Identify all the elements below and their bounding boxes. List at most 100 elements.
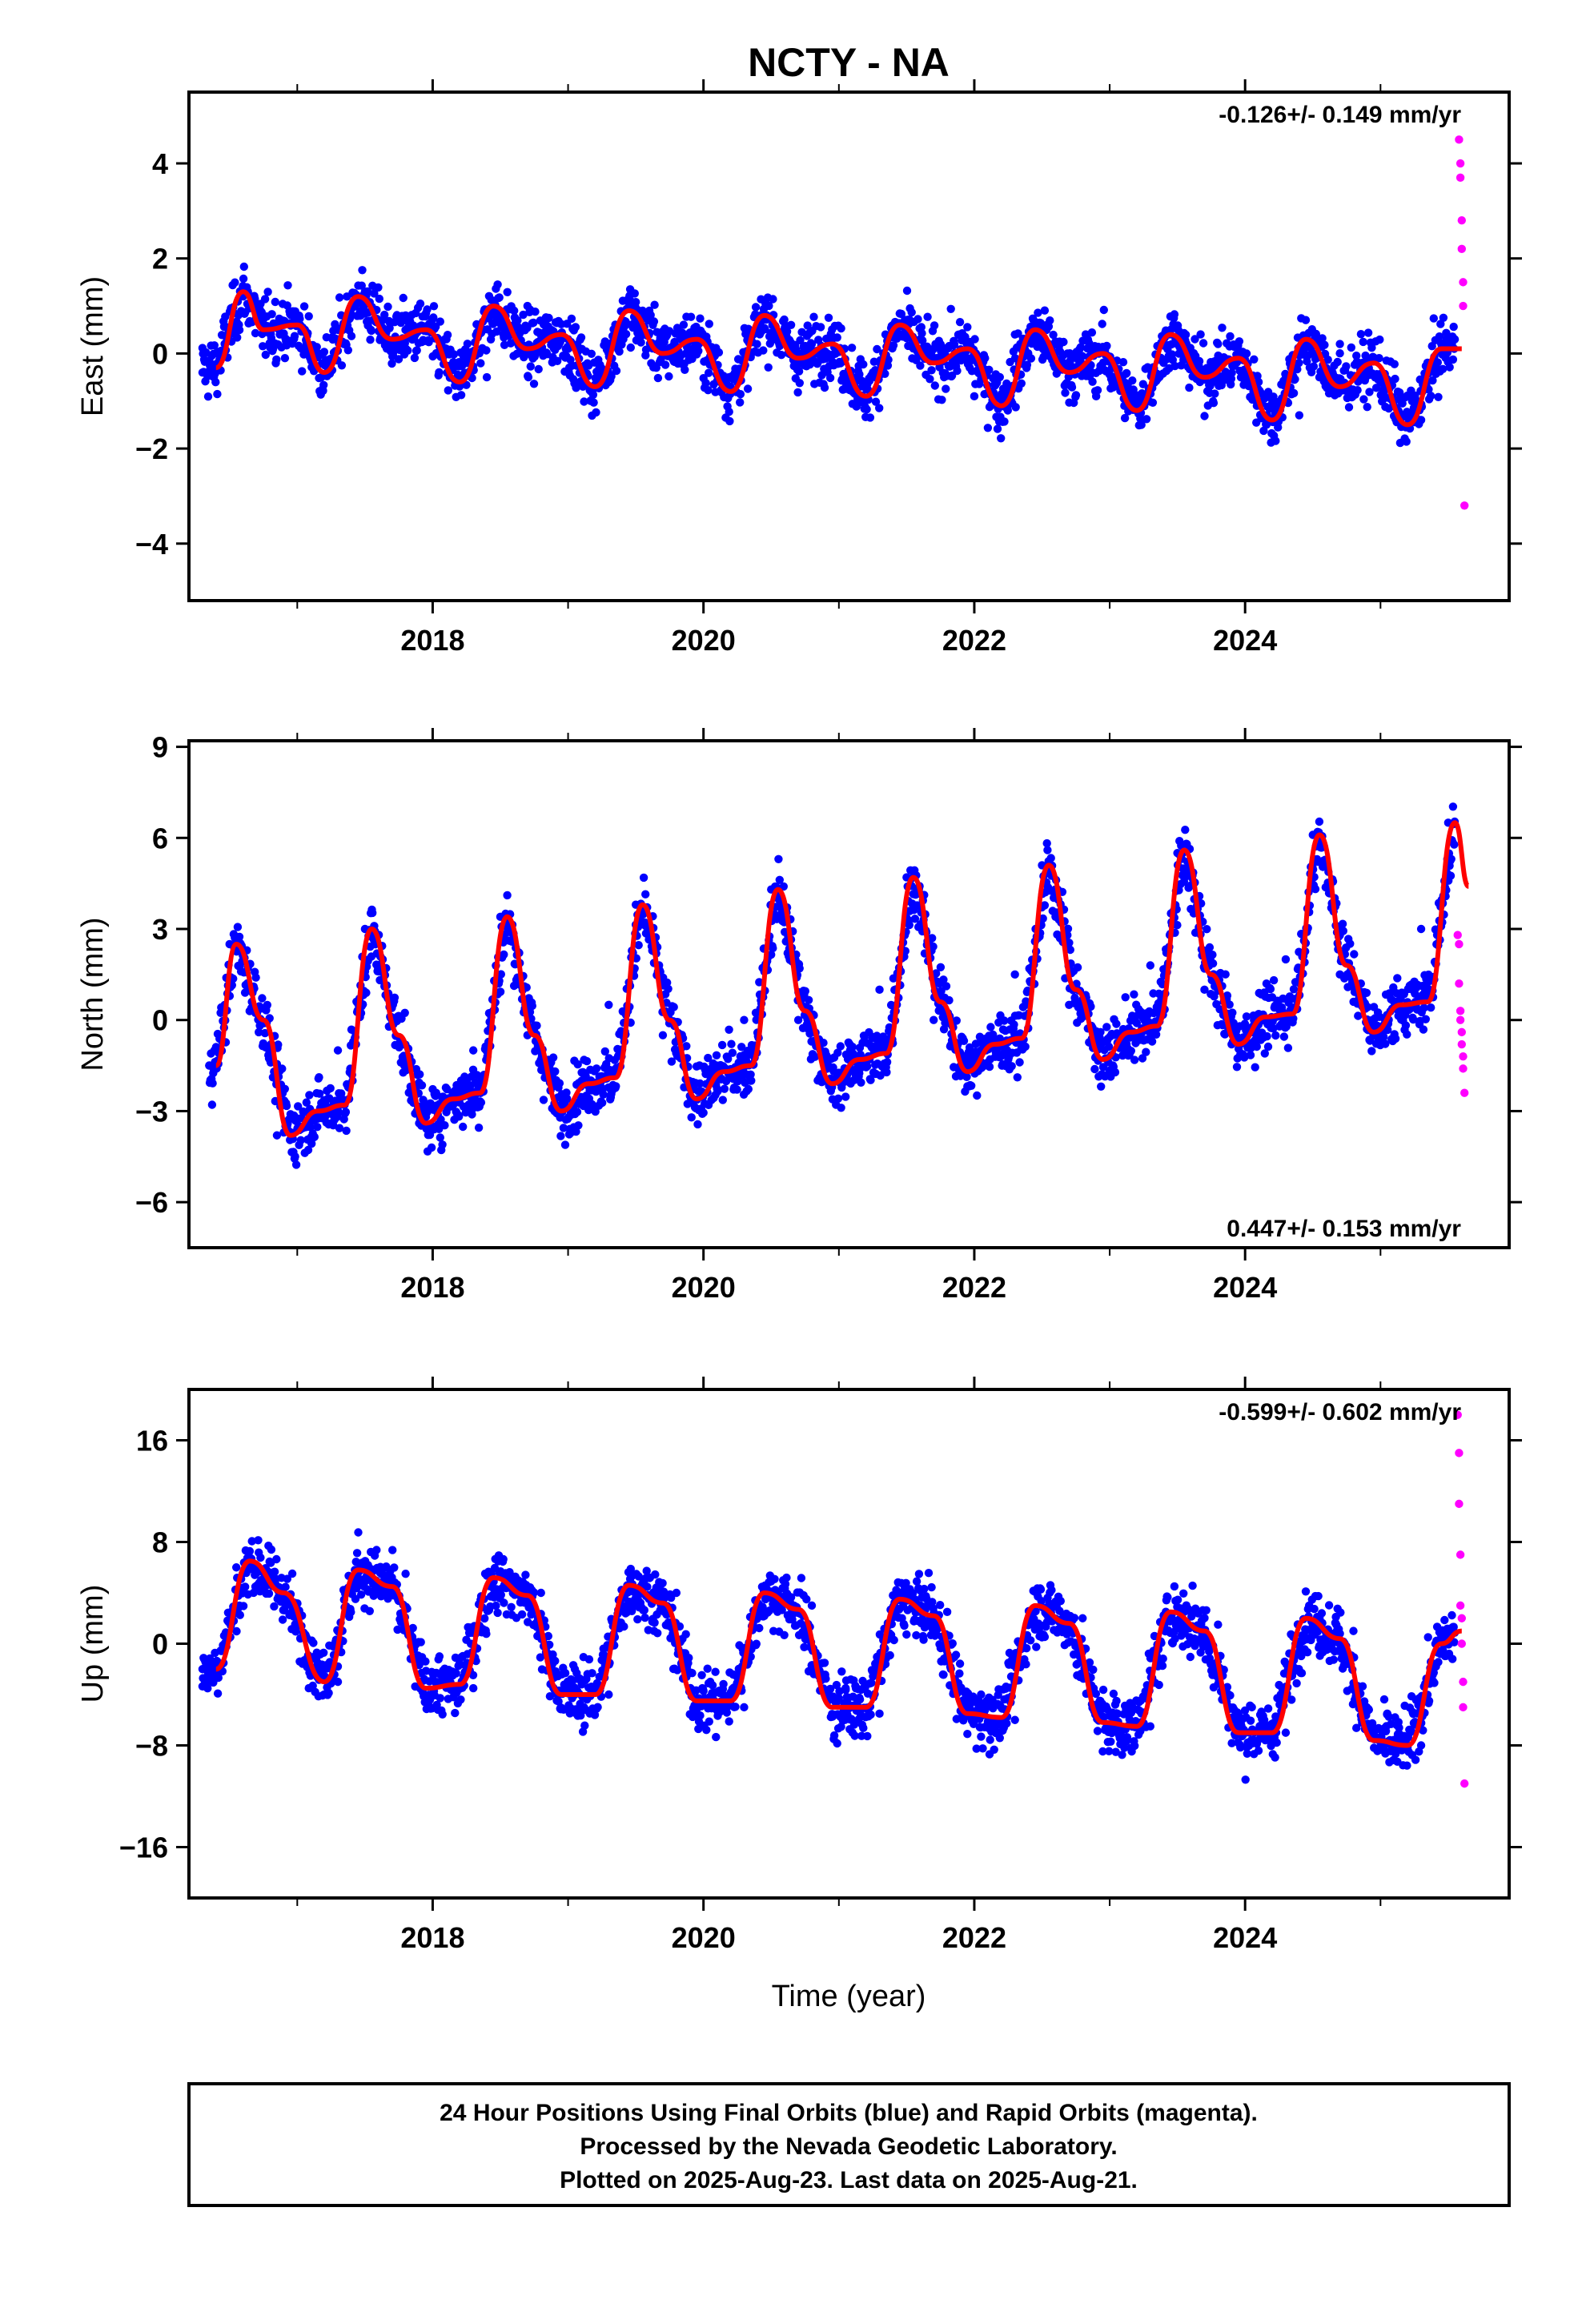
- east-xtick-label: 2018: [400, 624, 464, 657]
- east-final-point: [1102, 341, 1111, 351]
- east-final-point: [513, 316, 522, 325]
- north-final-point: [863, 1062, 872, 1071]
- east-final-point: [807, 340, 817, 348]
- east-final-point: [649, 317, 659, 326]
- north-final-point: [417, 1081, 427, 1090]
- north-final-point: [1315, 817, 1324, 826]
- north-final-point: [528, 1001, 536, 1011]
- up-final-point: [287, 1569, 297, 1578]
- east-final-point: [1445, 363, 1454, 372]
- east-final-point: [213, 389, 222, 399]
- north-final-point: [1260, 1049, 1270, 1058]
- north-final-point: [959, 1036, 969, 1046]
- north-final-point: [737, 1043, 746, 1051]
- east-final-point: [636, 338, 645, 347]
- north-final-point: [1146, 961, 1155, 970]
- up-final-point: [308, 1681, 317, 1691]
- east-final-point: [751, 303, 761, 312]
- east-final-point: [198, 368, 207, 377]
- north-ytick-label: 6: [152, 822, 168, 854]
- east-final-point: [259, 342, 267, 351]
- north-ytick-label: 9: [152, 731, 168, 764]
- east-final-point: [997, 434, 1006, 443]
- up-final-point: [213, 1689, 223, 1698]
- east-final-point: [1363, 403, 1371, 412]
- east-final-point: [283, 281, 292, 290]
- north-final-point: [1311, 885, 1320, 894]
- east-final-point: [946, 304, 955, 313]
- north-final-point: [746, 1070, 755, 1080]
- north-final-point: [713, 1061, 721, 1070]
- north-final-point: [233, 923, 243, 931]
- east-final-point: [587, 349, 596, 358]
- north-final-point: [942, 982, 951, 991]
- east-final-point: [902, 286, 912, 296]
- east-rapid-point: [1459, 278, 1468, 287]
- east-final-point: [436, 317, 444, 326]
- east-rapid-point: [1456, 173, 1465, 183]
- east-final-point: [759, 346, 768, 355]
- up-final-point: [408, 1623, 417, 1633]
- east-final-point: [1353, 386, 1362, 395]
- north-final-point: [1401, 1021, 1411, 1030]
- east-final-point: [694, 347, 703, 356]
- north-final-point: [641, 890, 650, 899]
- east-final-point: [1416, 416, 1426, 424]
- north-final-point: [1283, 1043, 1293, 1052]
- north-final-point: [1042, 838, 1051, 848]
- north-final-point: [725, 1025, 733, 1035]
- north-ytick-label: −3: [135, 1095, 168, 1128]
- east-final-point: [780, 315, 789, 324]
- north-final-point: [303, 1145, 313, 1155]
- north-final-point: [713, 1087, 722, 1096]
- east-final-point: [1295, 411, 1304, 420]
- east-final-point: [626, 343, 635, 352]
- north-final-point: [1284, 998, 1293, 1007]
- east-final-point: [938, 396, 946, 404]
- east-final-point: [449, 350, 459, 359]
- north-final-point: [1354, 1011, 1363, 1020]
- up-final-point: [272, 1554, 281, 1564]
- east-final-point: [500, 340, 509, 349]
- north-final-point: [334, 1109, 343, 1118]
- north-final-point: [910, 915, 920, 923]
- north-final-point: [712, 1051, 721, 1060]
- up-final-point: [239, 1602, 248, 1610]
- up-final-point: [264, 1589, 274, 1598]
- north-final-point: [667, 1057, 677, 1066]
- east-final-point: [1003, 406, 1013, 415]
- north-final-point: [1065, 939, 1074, 947]
- north-final-point: [1403, 1030, 1411, 1039]
- north-final-point: [724, 1055, 733, 1063]
- north-final-point: [693, 1120, 702, 1129]
- east-final-point: [926, 375, 934, 384]
- east-final-point: [1011, 403, 1020, 412]
- north-final-point: [468, 1046, 478, 1055]
- east-final-point: [280, 354, 290, 363]
- north-ytick-label: −6: [135, 1186, 168, 1219]
- north-final-point: [260, 1028, 270, 1038]
- north-final-point: [669, 1003, 678, 1011]
- east-final-point: [261, 350, 270, 360]
- east-final-point: [1132, 396, 1142, 405]
- north-final-point: [1338, 919, 1347, 928]
- east-final-point: [907, 308, 916, 317]
- east-final-point: [337, 361, 347, 370]
- east-final-point: [455, 382, 464, 391]
- north-final-point: [1266, 984, 1275, 994]
- up-final-point: [390, 1563, 399, 1572]
- east-final-point: [1365, 388, 1374, 396]
- north-final-point: [727, 1039, 736, 1048]
- east-final-point: [399, 293, 408, 303]
- east-final-point: [769, 295, 777, 304]
- east-final-point: [1067, 383, 1077, 392]
- east-final-point: [1250, 355, 1259, 364]
- north-final-point: [341, 1108, 351, 1116]
- east-final-point: [930, 381, 940, 390]
- east-final-point: [753, 340, 761, 348]
- east-final-point: [476, 359, 485, 368]
- up-final-point: [278, 1615, 287, 1624]
- up-final-point: [351, 1594, 360, 1603]
- east-final-point: [1091, 392, 1101, 401]
- east-final-point: [679, 320, 689, 329]
